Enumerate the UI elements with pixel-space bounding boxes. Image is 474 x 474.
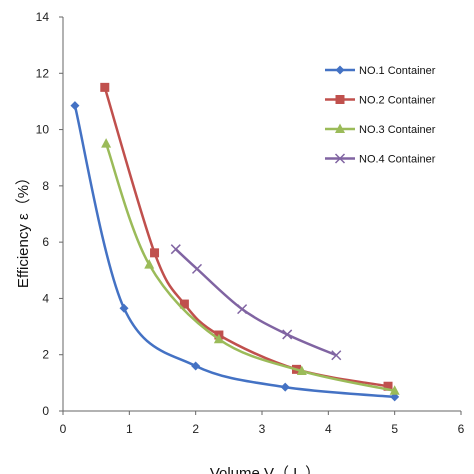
- series-2-point: [179, 299, 189, 309]
- legend-label: NO.1 Container: [359, 65, 436, 77]
- legend: NO.1 Container NO.2 Container NO.3 Contain…: [325, 65, 436, 166]
- series-3-point: [101, 138, 112, 148]
- x-tick-label: 2: [192, 422, 199, 436]
- series-1-point: [70, 101, 80, 111]
- series-2-point: [100, 82, 110, 92]
- y-tick-label: 12: [36, 66, 50, 80]
- y-tick-label: 10: [36, 123, 50, 137]
- legend-item-1: NO.1 Container: [325, 65, 436, 77]
- y-axis-title: Efficiency ε（%）: [15, 170, 32, 288]
- x-tick-label: 5: [391, 422, 398, 436]
- series-3-point: [389, 385, 400, 395]
- legend-swatch-marker: [335, 95, 345, 104]
- legend-label: NO.2 Container: [359, 95, 436, 107]
- series-3-point: [296, 365, 307, 376]
- x-tick-label: 1: [126, 422, 133, 436]
- series-2-point: [383, 381, 393, 391]
- y-axis-ticks: 0 2 4 6 8 10 12 14: [36, 10, 63, 418]
- legend-swatch-marker: [334, 153, 346, 164]
- x-axis-ticks: 0 1 2 3 4 5 6: [60, 411, 465, 436]
- series-4-point: [191, 263, 203, 274]
- series-1-point: [119, 303, 129, 313]
- series-1-point: [191, 361, 201, 371]
- legend-swatch-marker: [335, 123, 345, 133]
- y-tick-label: 14: [36, 10, 50, 24]
- series-1: [70, 101, 400, 402]
- legend-item-2: NO.2 Container: [325, 95, 436, 107]
- series-1-line: [73, 105, 395, 399]
- series-2-point: [150, 248, 160, 258]
- x-tick-label: 0: [60, 422, 67, 436]
- x-axis-title: Volume V（ L ）: [210, 465, 320, 474]
- series-3-point: [144, 259, 155, 269]
- series-3-line: [104, 143, 395, 392]
- legend-label: NO.4 Container: [359, 154, 436, 166]
- series-4-point: [331, 350, 342, 361]
- series-4-point: [237, 304, 248, 315]
- y-tick-label: 6: [42, 235, 49, 249]
- y-tick-label: 4: [42, 291, 49, 305]
- y-tick-label: 2: [42, 348, 49, 362]
- series-3-point: [213, 333, 224, 344]
- series-4-point: [282, 329, 293, 340]
- series-1-point: [280, 382, 290, 392]
- y-tick-label: 0: [42, 404, 49, 418]
- series-3: [101, 138, 400, 395]
- series-4-point: [170, 244, 181, 255]
- legend-swatch-marker: [335, 65, 345, 75]
- legend-label: NO.3 Container: [359, 124, 436, 136]
- legend-item-4: NO.4 Container: [325, 153, 436, 166]
- series-4: [170, 244, 342, 361]
- legend-item-3: NO.3 Container: [325, 123, 436, 136]
- series-layer: [70, 82, 400, 402]
- x-tick-label: 3: [259, 422, 266, 436]
- x-tick-label: 6: [458, 422, 465, 436]
- x-tick-label: 4: [325, 422, 332, 436]
- y-tick-label: 8: [42, 179, 49, 193]
